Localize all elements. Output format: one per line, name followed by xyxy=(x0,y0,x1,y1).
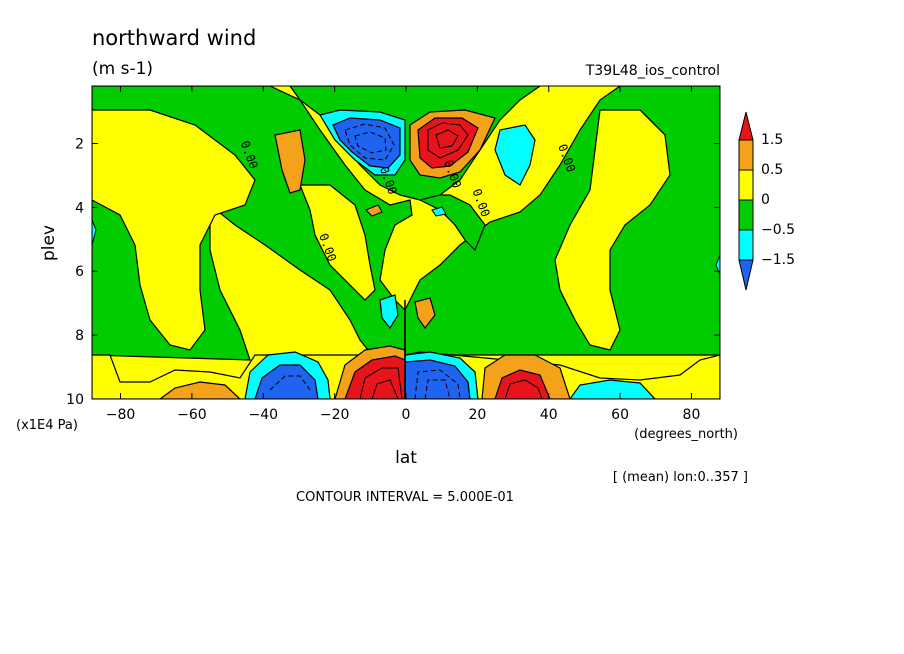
colorbar-segment xyxy=(738,139,754,171)
colorbar-segment xyxy=(738,199,754,231)
fill-cyan-top-right xyxy=(494,124,536,186)
colorbar-label: −1.5 xyxy=(761,252,795,268)
fill-cyan-small xyxy=(431,206,447,217)
fill-red-top-right xyxy=(417,117,479,169)
colorbar-label: 1.5 xyxy=(761,132,783,148)
x-tick-label: 60 xyxy=(611,407,629,423)
fill-cyan-bottom-right xyxy=(569,379,656,399)
contour-interval: CONTOUR INTERVAL = 5.000E-01 xyxy=(296,490,514,505)
chart-title: northward wind xyxy=(92,26,256,50)
fill-cyan-edge-left xyxy=(92,219,97,246)
colorbar-bottom-arrow xyxy=(738,259,754,291)
fill-blue-top-left xyxy=(332,117,401,169)
run-label: T39L48_ios_control xyxy=(585,63,720,79)
x-tick-label: 0 xyxy=(402,407,411,423)
x-tick-label: 80 xyxy=(683,407,701,423)
fill-green-left-inner xyxy=(299,184,376,301)
y-tick-label: 10 xyxy=(66,392,84,408)
y-tick-label: 2 xyxy=(75,136,84,152)
fill-orange-bottom-left xyxy=(158,381,241,399)
colorbar-top-arrow xyxy=(738,111,754,141)
colorbar-label: −0.5 xyxy=(761,222,795,238)
fill-red-bottom-center xyxy=(344,355,406,399)
fill-blue-bottom-left xyxy=(254,364,319,399)
chart-units: (m s-1) xyxy=(92,59,153,79)
x-axis-units: (degrees_north) xyxy=(634,427,738,442)
y-axis-ticks: 2 4 6 8 10 xyxy=(66,136,720,408)
y-tick-label: 6 xyxy=(75,264,84,280)
fill-orange-mid xyxy=(414,297,436,330)
fill-orange-top-left xyxy=(274,129,306,194)
negative-contours xyxy=(269,123,461,399)
x-tick-label: 20 xyxy=(468,407,486,423)
fill-orange-small xyxy=(365,204,383,217)
x-axis-ticks: −80 −60 −40 −20 0 20 40 60 80 xyxy=(106,86,701,423)
contour-plot xyxy=(92,86,720,399)
fill-yellow-left-inner2 xyxy=(92,109,256,351)
fill-yellow-right-inner xyxy=(554,109,671,351)
colorbar-label: 0 xyxy=(761,192,770,208)
colorbar: 1.5 0.5 0 −0.5 −1.5 xyxy=(738,111,795,291)
fill-cyan-edge-right xyxy=(715,254,720,276)
colorbar-label: 0.5 xyxy=(761,162,783,178)
y-axis-units: (x1E4 Pa) xyxy=(16,418,78,433)
x-tick-label: −80 xyxy=(106,407,136,423)
colorbar-segment xyxy=(738,169,754,201)
x-axis-label: lat xyxy=(395,448,417,468)
fill-cyan-mid xyxy=(379,294,399,330)
y-tick-label: 4 xyxy=(75,200,84,216)
averaging-note: [ (mean) lon:0..357 ] xyxy=(613,470,748,485)
fill-red-bottom-right xyxy=(494,369,551,399)
positive-contours xyxy=(359,122,543,399)
x-tick-label: −20 xyxy=(320,407,350,423)
x-tick-label: 40 xyxy=(540,407,558,423)
x-tick-label: −40 xyxy=(248,407,278,423)
y-tick-label: 8 xyxy=(75,328,84,344)
x-tick-label: −60 xyxy=(177,407,207,423)
y-axis-label: plev xyxy=(39,225,59,261)
colorbar-segment xyxy=(738,229,754,261)
